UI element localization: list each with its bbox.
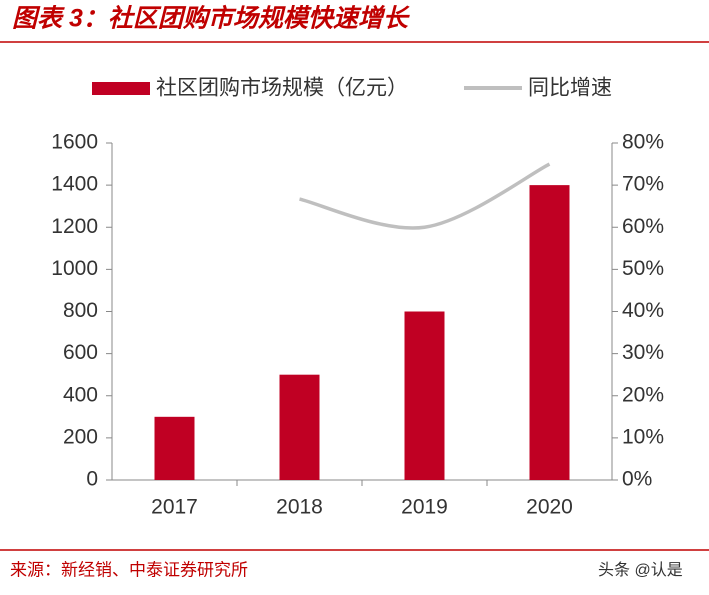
y-tick-label: 1600 [51,131,98,154]
x-tick-label: 2020 [526,496,573,519]
x-tick-label: 2018 [276,496,323,519]
y-tick-label: 1000 [51,257,98,280]
y-tick-label: 600 [63,341,98,364]
y2-tick-label: 70% [622,173,664,196]
y-tick-label: 400 [63,383,98,406]
y-tick-label: 0 [86,468,98,491]
y-tick-label: 1200 [51,215,98,238]
legend-swatch [92,82,150,95]
y2-tick-label: 50% [622,257,664,280]
y-tick-label: 800 [63,299,98,322]
x-tick-label: 2019 [401,496,448,519]
y2-tick-label: 10% [622,425,664,448]
x-tick-label: 2017 [151,496,198,519]
chart-title: 图表 3：社区团购市场规模快速增长 [12,5,410,33]
y2-tick-label: 20% [622,383,664,406]
legend-label: 同比增速 [528,77,612,100]
bar [529,185,570,480]
y-tick-label: 1400 [51,173,98,196]
line [299,162,551,230]
legend-label: 社区团购市场规模（亿元） [156,77,408,100]
bar [404,311,445,480]
y2-tick-label: 60% [622,215,664,238]
bar [279,374,320,480]
source: 来源：新经销、中泰证券研究所 [10,560,248,579]
y-tick-label: 200 [63,425,98,448]
watermark: 头条 @认是 [598,561,683,579]
y2-tick-label: 40% [622,299,664,322]
y2-tick-label: 30% [622,341,664,364]
y2-tick-label: 80% [622,131,664,154]
y2-tick-label: 0% [622,468,652,491]
bar [154,416,195,480]
